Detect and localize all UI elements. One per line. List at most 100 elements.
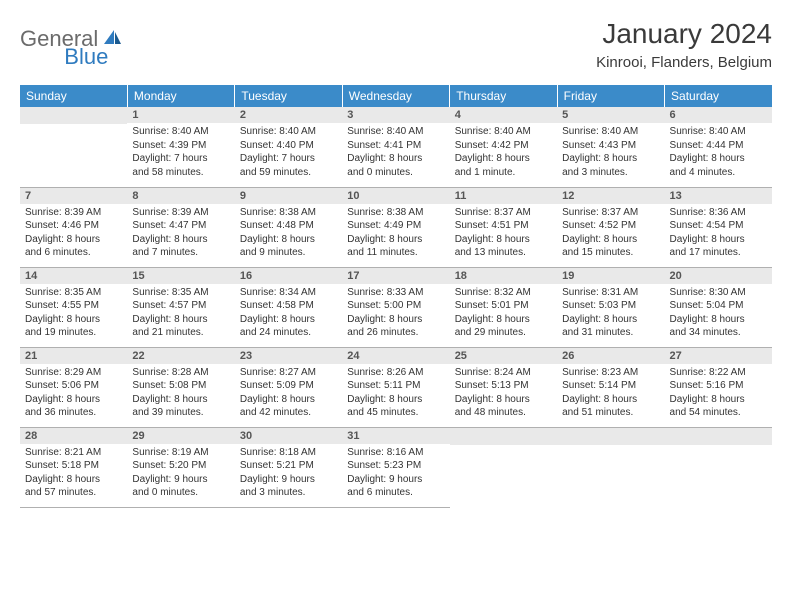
day-number: 17 (342, 268, 449, 284)
day-number: 15 (127, 268, 234, 284)
day-details: Sunrise: 8:35 AMSunset: 4:55 PMDaylight:… (20, 284, 127, 344)
day-number: 26 (557, 348, 664, 364)
calendar-day-cell (450, 427, 557, 507)
day-number (557, 428, 664, 445)
day-number: 24 (342, 348, 449, 364)
calendar-day-cell: 2Sunrise: 8:40 AMSunset: 4:40 PMDaylight… (235, 107, 342, 187)
day-details: Sunrise: 8:26 AMSunset: 5:11 PMDaylight:… (342, 364, 449, 424)
day-number: 25 (450, 348, 557, 364)
day-number: 14 (20, 268, 127, 284)
header: General Blue January 2024 Kinrooi, Fland… (20, 18, 772, 71)
day-number: 19 (557, 268, 664, 284)
calendar-day-cell: 6Sunrise: 8:40 AMSunset: 4:44 PMDaylight… (665, 107, 772, 187)
day-details: Sunrise: 8:31 AMSunset: 5:03 PMDaylight:… (557, 284, 664, 344)
day-number: 22 (127, 348, 234, 364)
weekday-header: Tuesday (235, 85, 342, 107)
calendar-day-cell: 18Sunrise: 8:32 AMSunset: 5:01 PMDayligh… (450, 267, 557, 347)
day-details: Sunrise: 8:32 AMSunset: 5:01 PMDaylight:… (450, 284, 557, 344)
day-details: Sunrise: 8:27 AMSunset: 5:09 PMDaylight:… (235, 364, 342, 424)
day-details: Sunrise: 8:24 AMSunset: 5:13 PMDaylight:… (450, 364, 557, 424)
day-number: 6 (665, 107, 772, 123)
weekday-header: Saturday (665, 85, 772, 107)
calendar-day-cell: 16Sunrise: 8:34 AMSunset: 4:58 PMDayligh… (235, 267, 342, 347)
day-number: 16 (235, 268, 342, 284)
calendar-day-cell: 5Sunrise: 8:40 AMSunset: 4:43 PMDaylight… (557, 107, 664, 187)
day-number: 2 (235, 107, 342, 123)
calendar-day-cell: 3Sunrise: 8:40 AMSunset: 4:41 PMDaylight… (342, 107, 449, 187)
calendar-day-cell: 13Sunrise: 8:36 AMSunset: 4:54 PMDayligh… (665, 187, 772, 267)
weekday-header: Sunday (20, 85, 127, 107)
logo-text-blue: Blue (64, 44, 108, 70)
calendar-day-cell (665, 427, 772, 507)
day-number: 27 (665, 348, 772, 364)
day-number: 11 (450, 188, 557, 204)
month-title: January 2024 (596, 18, 772, 50)
day-details: Sunrise: 8:40 AMSunset: 4:39 PMDaylight:… (127, 123, 234, 183)
day-number: 20 (665, 268, 772, 284)
day-number: 18 (450, 268, 557, 284)
calendar-week-row: 28Sunrise: 8:21 AMSunset: 5:18 PMDayligh… (20, 427, 772, 507)
calendar-day-cell: 10Sunrise: 8:38 AMSunset: 4:49 PMDayligh… (342, 187, 449, 267)
calendar-day-cell: 9Sunrise: 8:38 AMSunset: 4:48 PMDaylight… (235, 187, 342, 267)
day-number: 21 (20, 348, 127, 364)
location: Kinrooi, Flanders, Belgium (596, 54, 772, 71)
weekday-header: Wednesday (342, 85, 449, 107)
day-details: Sunrise: 8:28 AMSunset: 5:08 PMDaylight:… (127, 364, 234, 424)
day-details: Sunrise: 8:35 AMSunset: 4:57 PMDaylight:… (127, 284, 234, 344)
day-details: Sunrise: 8:37 AMSunset: 4:51 PMDaylight:… (450, 204, 557, 264)
weekday-header: Monday (127, 85, 234, 107)
day-number: 13 (665, 188, 772, 204)
day-details: Sunrise: 8:30 AMSunset: 5:04 PMDaylight:… (665, 284, 772, 344)
day-details: Sunrise: 8:16 AMSunset: 5:23 PMDaylight:… (342, 444, 449, 504)
calendar-day-cell: 11Sunrise: 8:37 AMSunset: 4:51 PMDayligh… (450, 187, 557, 267)
day-details: Sunrise: 8:37 AMSunset: 4:52 PMDaylight:… (557, 204, 664, 264)
day-details: Sunrise: 8:29 AMSunset: 5:06 PMDaylight:… (20, 364, 127, 424)
day-details: Sunrise: 8:40 AMSunset: 4:40 PMDaylight:… (235, 123, 342, 183)
day-number (20, 107, 127, 124)
calendar-day-cell: 22Sunrise: 8:28 AMSunset: 5:08 PMDayligh… (127, 347, 234, 427)
calendar-week-row: 1Sunrise: 8:40 AMSunset: 4:39 PMDaylight… (20, 107, 772, 187)
weekday-header-row: SundayMondayTuesdayWednesdayThursdayFrid… (20, 85, 772, 107)
day-details: Sunrise: 8:33 AMSunset: 5:00 PMDaylight:… (342, 284, 449, 344)
day-number: 3 (342, 107, 449, 123)
day-number: 28 (20, 428, 127, 444)
day-number (450, 428, 557, 445)
title-block: January 2024 Kinrooi, Flanders, Belgium (596, 18, 772, 71)
calendar-day-cell: 29Sunrise: 8:19 AMSunset: 5:20 PMDayligh… (127, 427, 234, 507)
day-number: 12 (557, 188, 664, 204)
day-number: 1 (127, 107, 234, 123)
day-details: Sunrise: 8:39 AMSunset: 4:47 PMDaylight:… (127, 204, 234, 264)
calendar-day-cell: 28Sunrise: 8:21 AMSunset: 5:18 PMDayligh… (20, 427, 127, 507)
day-number: 9 (235, 188, 342, 204)
day-details: Sunrise: 8:36 AMSunset: 4:54 PMDaylight:… (665, 204, 772, 264)
day-number (665, 428, 772, 445)
calendar-day-cell: 1Sunrise: 8:40 AMSunset: 4:39 PMDaylight… (127, 107, 234, 187)
day-details: Sunrise: 8:21 AMSunset: 5:18 PMDaylight:… (20, 444, 127, 504)
calendar-day-cell: 21Sunrise: 8:29 AMSunset: 5:06 PMDayligh… (20, 347, 127, 427)
day-number: 5 (557, 107, 664, 123)
calendar-day-cell: 20Sunrise: 8:30 AMSunset: 5:04 PMDayligh… (665, 267, 772, 347)
day-details: Sunrise: 8:22 AMSunset: 5:16 PMDaylight:… (665, 364, 772, 424)
calendar-day-cell: 12Sunrise: 8:37 AMSunset: 4:52 PMDayligh… (557, 187, 664, 267)
calendar-day-cell: 19Sunrise: 8:31 AMSunset: 5:03 PMDayligh… (557, 267, 664, 347)
day-details: Sunrise: 8:40 AMSunset: 4:44 PMDaylight:… (665, 123, 772, 183)
calendar-week-row: 14Sunrise: 8:35 AMSunset: 4:55 PMDayligh… (20, 267, 772, 347)
day-number: 23 (235, 348, 342, 364)
calendar-body: 1Sunrise: 8:40 AMSunset: 4:39 PMDaylight… (20, 107, 772, 507)
calendar-day-cell: 27Sunrise: 8:22 AMSunset: 5:16 PMDayligh… (665, 347, 772, 427)
calendar-day-cell: 30Sunrise: 8:18 AMSunset: 5:21 PMDayligh… (235, 427, 342, 507)
calendar-day-cell: 8Sunrise: 8:39 AMSunset: 4:47 PMDaylight… (127, 187, 234, 267)
weekday-header: Friday (557, 85, 664, 107)
day-details: Sunrise: 8:40 AMSunset: 4:43 PMDaylight:… (557, 123, 664, 183)
day-number: 30 (235, 428, 342, 444)
day-details: Sunrise: 8:19 AMSunset: 5:20 PMDaylight:… (127, 444, 234, 504)
day-details: Sunrise: 8:38 AMSunset: 4:48 PMDaylight:… (235, 204, 342, 264)
day-details: Sunrise: 8:40 AMSunset: 4:42 PMDaylight:… (450, 123, 557, 183)
day-number: 31 (342, 428, 449, 444)
day-details: Sunrise: 8:34 AMSunset: 4:58 PMDaylight:… (235, 284, 342, 344)
day-number: 10 (342, 188, 449, 204)
calendar-day-cell: 23Sunrise: 8:27 AMSunset: 5:09 PMDayligh… (235, 347, 342, 427)
day-number: 7 (20, 188, 127, 204)
weekday-header: Thursday (450, 85, 557, 107)
day-details: Sunrise: 8:18 AMSunset: 5:21 PMDaylight:… (235, 444, 342, 504)
